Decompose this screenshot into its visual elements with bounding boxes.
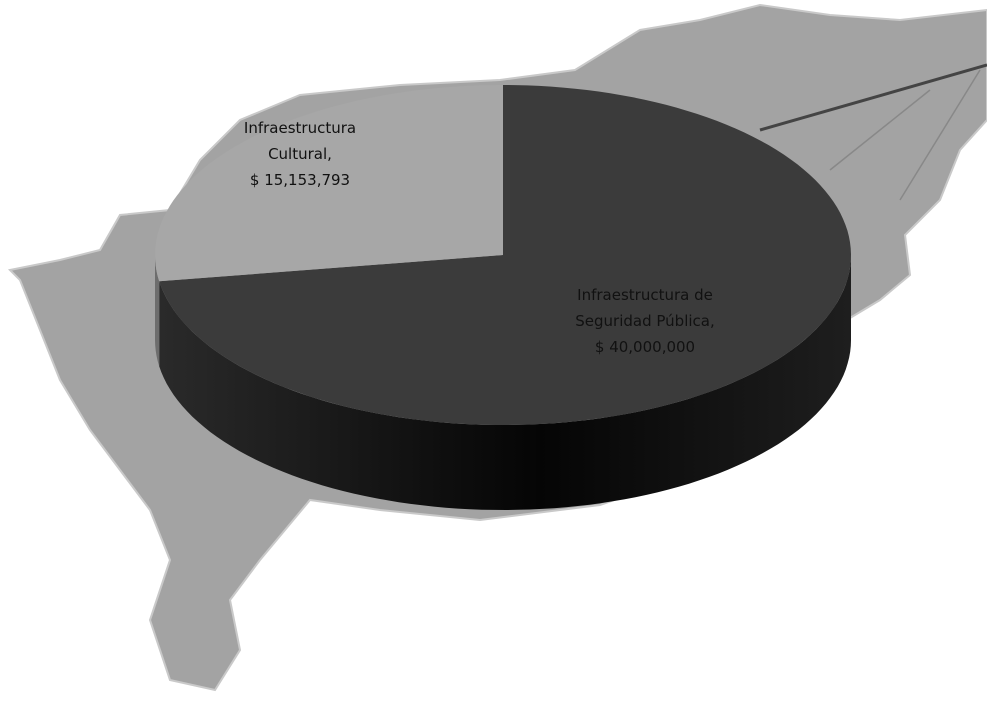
slice-side	[155, 255, 160, 367]
slice-value: $ 40,000,000	[594, 338, 696, 356]
slice-category: Infraestructura Cultural,	[243, 119, 357, 163]
slice-category: Infraestructura de Seguridad Pública,	[575, 286, 715, 330]
data-label: Infraestructura Cultural, $ 15,153,793	[235, 115, 365, 193]
slice-side	[159, 255, 851, 510]
slice	[159, 85, 851, 425]
slice	[155, 85, 503, 282]
data-label: Infraestructura de Seguridad Pública, $ 4…	[560, 282, 730, 360]
slice-value: $ 15,153,793	[249, 171, 351, 189]
